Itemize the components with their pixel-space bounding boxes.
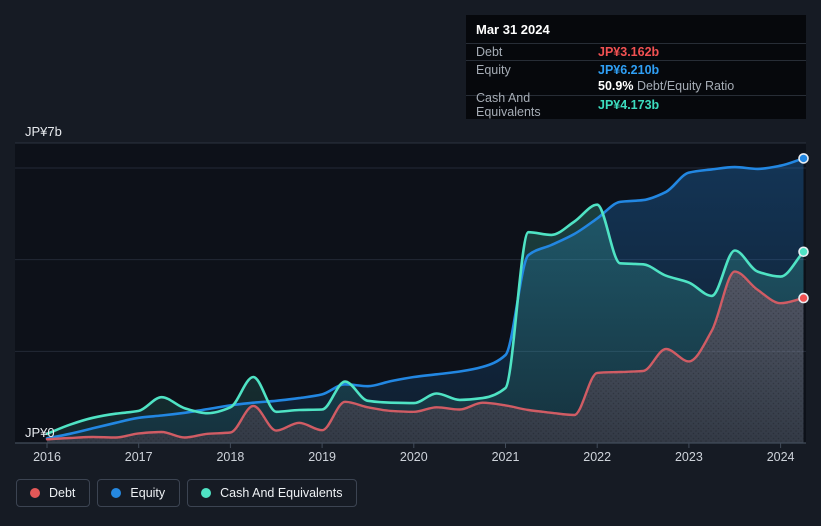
x-tick-label: 2024 <box>767 450 795 464</box>
legend-equity-label: Equity <box>130 486 166 500</box>
x-tick-label: 2018 <box>216 450 244 464</box>
series-end-markers <box>798 153 809 304</box>
tooltip-cash-value: JP¥4.173b <box>598 97 660 112</box>
x-tick-label: 2019 <box>308 450 336 464</box>
ratio-percent: 50.9% <box>598 79 634 93</box>
x-tick-label: 2023 <box>675 450 703 464</box>
tooltip-row-equity: Equity JP¥6.210b <box>466 61 806 78</box>
series-lines <box>45 157 805 441</box>
tooltip-cash-label: Cash And Equivalents <box>476 90 541 119</box>
x-tick-label: 2020 <box>400 450 428 464</box>
equity-dot-icon <box>111 488 122 498</box>
equity-end-marker <box>798 153 809 164</box>
ratio-label: Debt/Equity Ratio <box>636 79 735 93</box>
equity-line <box>45 157 805 440</box>
legend-item-cash[interactable]: Cash And Equivalents <box>187 479 358 507</box>
debt-area-texture <box>47 271 804 443</box>
x-tick-label: 2022 <box>583 450 611 464</box>
chart-tooltip: Mar 31 2024 Debt JP¥3.162b Equity JP¥6.2… <box>466 15 806 119</box>
x-tick-label: 2017 <box>125 450 153 464</box>
tooltip-row-cash: Cash And Equivalents JP¥4.173b <box>466 91 806 119</box>
y-axis-labels: JP¥7b JP¥0 <box>25 124 62 440</box>
x-tick-label: 2016 <box>33 450 61 464</box>
tooltip-equity-value: JP¥6.210b <box>598 62 660 77</box>
tooltip-debt-label: Debt <box>476 45 503 59</box>
tooltip-debt-value: JP¥3.162b <box>598 45 660 59</box>
chart-legend: Debt Equity Cash And Equivalents <box>16 479 358 507</box>
tooltip-equity-label: Equity <box>476 62 511 77</box>
tooltip-date: Mar 31 2024 <box>466 15 806 44</box>
tooltip-row-debt: Debt JP¥3.162b <box>466 44 806 61</box>
debt-line <box>45 270 805 441</box>
tooltip-debt-equity-ratio: 50.9% Debt/Equity Ratio <box>466 78 806 96</box>
cash-end-marker <box>798 246 809 258</box>
y-axis-max-label: JP¥7b <box>25 124 62 139</box>
legend-debt-label: Debt <box>49 486 76 500</box>
legend-cash-label: Cash And Equivalents <box>220 486 343 500</box>
debt-dot-icon <box>30 488 40 498</box>
legend-item-equity[interactable]: Equity <box>97 479 181 507</box>
cash-dot-icon <box>201 488 212 498</box>
legend-item-debt[interactable]: Debt <box>16 479 91 507</box>
x-tick-label: 2021 <box>492 450 520 464</box>
debt-end-marker <box>798 292 809 304</box>
cash-line <box>45 203 805 436</box>
y-axis-zero-label: JP¥0 <box>25 425 55 440</box>
x-axis-ticks: 2016 2017 2018 2019 2020 2021 2022 2023 2024 <box>33 443 795 464</box>
